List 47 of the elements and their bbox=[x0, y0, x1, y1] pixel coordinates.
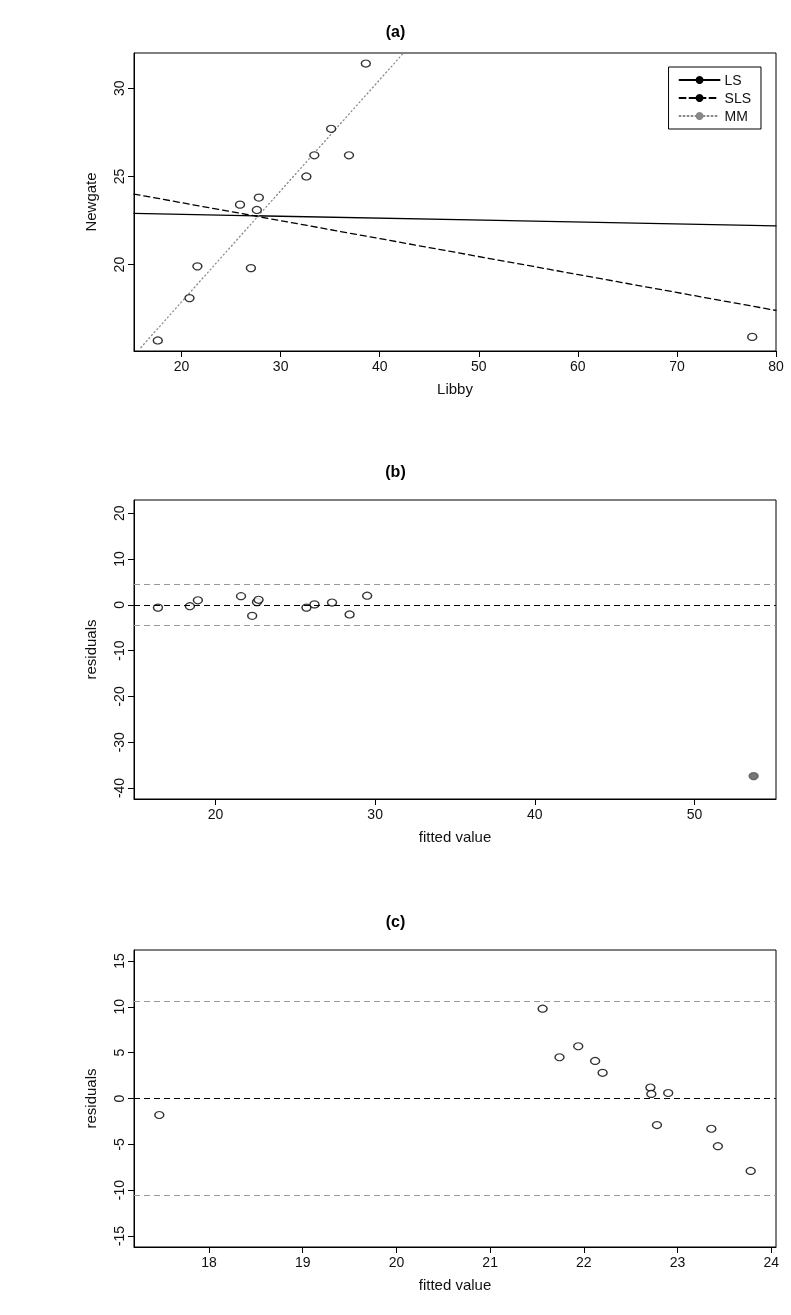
y-tick-label: 10 bbox=[111, 998, 127, 1015]
y-tick-label: 20 bbox=[111, 256, 127, 273]
y-tick-label: -10 bbox=[111, 640, 127, 661]
x-tick-label: 60 bbox=[570, 358, 586, 374]
x-tick-label: 24 bbox=[763, 1254, 780, 1270]
x-tick-label: 40 bbox=[527, 806, 543, 822]
y-tick-label: -40 bbox=[111, 777, 127, 799]
y-axis-title: residuals bbox=[82, 1068, 99, 1129]
y-tick-label: 15 bbox=[111, 953, 127, 969]
x-tick-label: 22 bbox=[576, 1254, 592, 1270]
y-tick-label: -10 bbox=[111, 1179, 127, 1201]
x-tick-label: 23 bbox=[669, 1254, 686, 1270]
y-tick-label: 25 bbox=[111, 168, 127, 185]
x-tick-label: 70 bbox=[669, 358, 685, 374]
chart-title: (b) bbox=[385, 462, 406, 480]
y-tick-label: 20 bbox=[111, 505, 127, 522]
y-tick-label: -20 bbox=[111, 686, 127, 707]
x-axis-title: fitted value bbox=[418, 828, 492, 845]
legend-label: SLS bbox=[724, 90, 752, 106]
chart-title: (a) bbox=[385, 22, 406, 40]
y-tick-label: -5 bbox=[111, 1137, 127, 1151]
legend-label: LS bbox=[724, 72, 742, 88]
x-tick-label: 18 bbox=[201, 1254, 217, 1270]
y-tick-label: 30 bbox=[111, 80, 127, 97]
x-axis-title: Libby bbox=[437, 380, 474, 397]
y-tick-label: 0 bbox=[111, 1094, 127, 1103]
x-tick-label: 30 bbox=[367, 806, 384, 822]
x-tick-label: 80 bbox=[768, 358, 784, 374]
x-tick-label: 20 bbox=[207, 806, 224, 822]
y-tick-label: 10 bbox=[111, 551, 127, 567]
x-tick-label: 50 bbox=[470, 358, 487, 374]
y-tick-label: 5 bbox=[111, 1048, 127, 1057]
x-tick-label: 20 bbox=[173, 358, 190, 374]
chart-title: (c) bbox=[385, 912, 406, 930]
x-tick-label: 19 bbox=[294, 1254, 311, 1270]
y-tick-label: 0 bbox=[111, 600, 127, 609]
legend-label: MM bbox=[724, 108, 748, 124]
y-axis-title: Newgate bbox=[82, 172, 99, 232]
x-axis-title: fitted value bbox=[418, 1276, 492, 1293]
x-tick-label: 40 bbox=[371, 358, 388, 374]
y-tick-label: -15 bbox=[111, 1225, 127, 1247]
x-tick-label: 50 bbox=[686, 806, 703, 822]
y-tick-label: -30 bbox=[111, 731, 127, 753]
y-axis-title: residuals bbox=[82, 619, 99, 680]
x-tick-label: 30 bbox=[272, 358, 289, 374]
x-tick-label: 20 bbox=[388, 1254, 405, 1270]
x-tick-label: 21 bbox=[482, 1254, 499, 1270]
